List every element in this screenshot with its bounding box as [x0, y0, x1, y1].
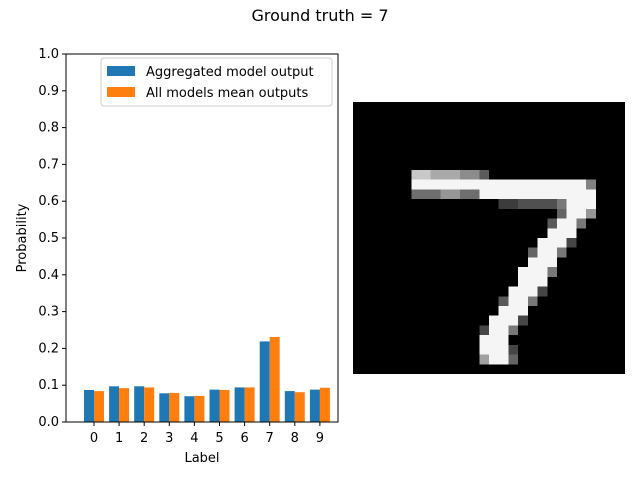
bar-aggregated-2 [134, 386, 145, 422]
y-tick-label: 0.4 [38, 268, 59, 283]
bar-aggregated-0 [84, 389, 94, 422]
bar-aggregated-6 [234, 387, 245, 422]
y-tick-label: 0.1 [38, 378, 59, 393]
y-tick-label: 0.6 [38, 194, 59, 209]
y-axis: 0.0 0.1 0.2 0.3 0.4 0.5 0.6 0.7 0.8 0.9 1.0 [38, 47, 66, 430]
y-tick-label: 1.0 [38, 47, 59, 62]
x-tick-label: 6 [240, 431, 248, 446]
y-tick-label: 0.9 [38, 84, 59, 99]
bar-aggregated-7 [259, 341, 270, 422]
bar-aggregated-5 [209, 389, 220, 422]
bar-mean-5 [219, 389, 230, 422]
x-tick-label: 3 [165, 431, 173, 446]
bar-mean-2 [144, 387, 155, 422]
legend-label: Aggregated model output [146, 65, 314, 80]
x-tick-label: 2 [140, 431, 148, 446]
bar-aggregated-1 [109, 386, 120, 422]
bars-group [84, 336, 330, 422]
bar-aggregated-8 [284, 391, 295, 422]
y-tick-label: 0.7 [38, 157, 59, 172]
legend: Aggregated model output All models mean o… [100, 57, 333, 107]
y-tick-label: 0.0 [38, 415, 59, 430]
x-tick-label: 8 [291, 431, 299, 446]
bar-mean-8 [294, 392, 305, 422]
digit-image [353, 102, 625, 374]
legend-box [100, 57, 333, 107]
figure-title: Ground truth = 7 [251, 6, 389, 25]
x-tick-label: 1 [115, 431, 123, 446]
x-axis-label: Label [184, 451, 219, 466]
bar-mean-0 [94, 391, 104, 422]
y-axis-label: Probability [15, 203, 30, 272]
x-tick-label: 0 [90, 431, 98, 446]
bar-mean-4 [194, 395, 205, 422]
legend-swatch [107, 87, 135, 97]
bar-mean-7 [269, 336, 280, 422]
y-tick-label: 0.8 [38, 121, 59, 136]
y-tick-label: 0.2 [38, 341, 59, 356]
bar-mean-3 [169, 392, 180, 422]
x-axis: 0 1 2 3 4 5 6 7 8 9 [90, 422, 324, 446]
bar-mean-6 [244, 387, 255, 422]
bar-mean-1 [119, 388, 130, 422]
bar-aggregated-4 [184, 396, 195, 422]
plot-frame [65, 53, 339, 423]
bar-mean-9 [319, 387, 330, 422]
y-tick-label: 0.5 [38, 231, 59, 246]
x-tick-label: 7 [266, 431, 274, 446]
x-tick-label: 4 [190, 431, 198, 446]
bar-aggregated-3 [159, 393, 170, 422]
bar-aggregated-9 [309, 389, 320, 422]
x-tick-label: 9 [316, 431, 324, 446]
y-tick-label: 0.3 [38, 305, 59, 320]
legend-label: All models mean outputs [146, 86, 309, 101]
legend-swatch [107, 66, 135, 76]
x-tick-label: 5 [215, 431, 223, 446]
